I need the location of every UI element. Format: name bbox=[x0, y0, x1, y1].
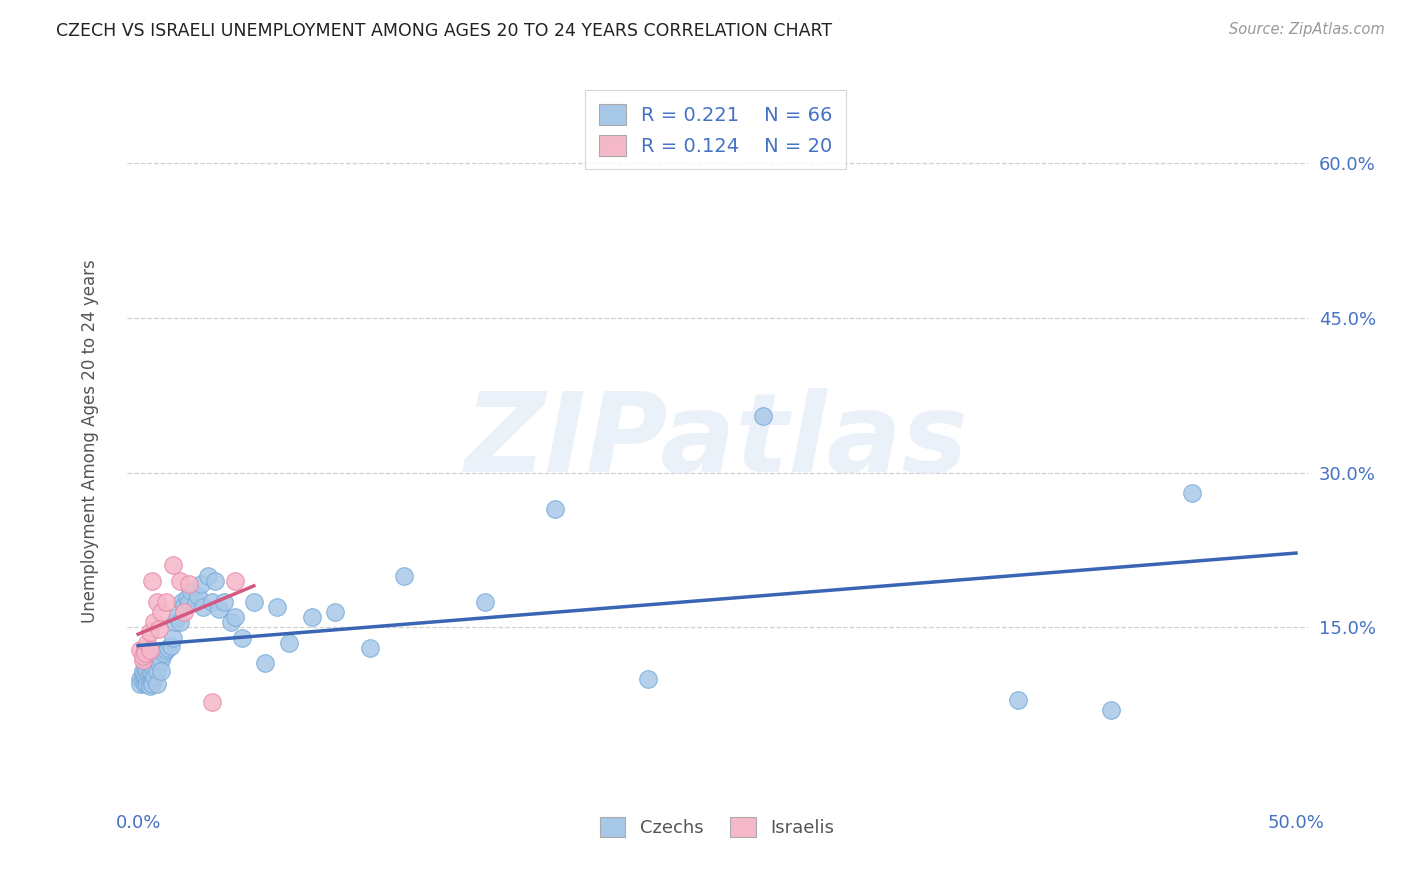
Point bbox=[1099, 703, 1122, 717]
Point bbox=[323, 605, 346, 619]
Point bbox=[176, 591, 198, 606]
Point bbox=[132, 666, 155, 681]
Point bbox=[224, 610, 246, 624]
Point bbox=[180, 584, 202, 599]
Point bbox=[184, 594, 207, 608]
Point bbox=[138, 673, 160, 688]
Point bbox=[143, 615, 166, 630]
Point bbox=[129, 643, 152, 657]
Point bbox=[138, 643, 160, 657]
Point bbox=[173, 605, 195, 619]
Point bbox=[277, 636, 299, 650]
Point bbox=[136, 672, 159, 686]
Point bbox=[169, 574, 191, 588]
Point bbox=[129, 672, 152, 686]
Point bbox=[172, 594, 194, 608]
Point bbox=[166, 610, 188, 624]
Point bbox=[204, 574, 226, 588]
Point bbox=[138, 659, 160, 673]
Point bbox=[141, 574, 163, 588]
Point bbox=[136, 677, 159, 691]
Point bbox=[152, 646, 174, 660]
Point bbox=[208, 601, 231, 615]
Point bbox=[169, 615, 191, 630]
Point bbox=[394, 568, 416, 582]
Point bbox=[637, 672, 659, 686]
Point bbox=[301, 610, 323, 624]
Point bbox=[136, 636, 159, 650]
Point bbox=[752, 409, 775, 423]
Point bbox=[150, 653, 173, 667]
Point bbox=[155, 643, 177, 657]
Point bbox=[150, 605, 173, 619]
Point bbox=[141, 666, 163, 681]
Point bbox=[134, 640, 156, 655]
Point bbox=[197, 568, 219, 582]
Point bbox=[132, 673, 155, 688]
Point bbox=[173, 598, 195, 612]
Point bbox=[148, 623, 170, 637]
Text: ZIPatlas: ZIPatlas bbox=[465, 388, 969, 495]
Point bbox=[243, 594, 266, 608]
Point bbox=[134, 670, 156, 684]
Point bbox=[148, 657, 170, 671]
Point bbox=[150, 664, 173, 678]
Point bbox=[134, 662, 156, 676]
Point bbox=[145, 664, 167, 678]
Point bbox=[134, 677, 156, 691]
Point bbox=[187, 590, 209, 604]
Point bbox=[138, 679, 160, 693]
Point bbox=[155, 594, 177, 608]
Point bbox=[266, 599, 288, 614]
Point bbox=[201, 594, 224, 608]
Point bbox=[141, 677, 163, 691]
Point bbox=[1181, 486, 1204, 500]
Point bbox=[134, 672, 156, 686]
Point bbox=[159, 639, 181, 653]
Point bbox=[212, 594, 235, 608]
Point bbox=[359, 640, 381, 655]
Text: Source: ZipAtlas.com: Source: ZipAtlas.com bbox=[1229, 22, 1385, 37]
Y-axis label: Unemployment Among Ages 20 to 24 years: Unemployment Among Ages 20 to 24 years bbox=[80, 260, 98, 624]
Point bbox=[145, 677, 167, 691]
Point bbox=[138, 666, 160, 681]
Point bbox=[474, 594, 496, 608]
Point bbox=[129, 677, 152, 691]
Point bbox=[132, 664, 155, 678]
Point bbox=[145, 594, 167, 608]
Point bbox=[162, 558, 184, 573]
Point bbox=[224, 574, 246, 588]
Point bbox=[177, 577, 200, 591]
Point bbox=[201, 695, 224, 709]
Point bbox=[132, 649, 155, 664]
Point bbox=[143, 662, 166, 676]
Point bbox=[141, 672, 163, 686]
Point bbox=[219, 615, 242, 630]
Point bbox=[143, 670, 166, 684]
Point bbox=[157, 640, 180, 655]
Point bbox=[177, 594, 200, 608]
Point bbox=[162, 631, 184, 645]
Point bbox=[190, 577, 212, 591]
Legend: Czechs, Israelis: Czechs, Israelis bbox=[589, 806, 845, 848]
Point bbox=[191, 599, 214, 614]
Point bbox=[136, 664, 159, 678]
Point bbox=[165, 615, 187, 630]
Point bbox=[138, 625, 160, 640]
Point bbox=[132, 653, 155, 667]
Point bbox=[134, 646, 156, 660]
Point bbox=[254, 657, 277, 671]
Point bbox=[1007, 692, 1029, 706]
Point bbox=[544, 501, 567, 516]
Point bbox=[231, 631, 253, 645]
Text: CZECH VS ISRAELI UNEMPLOYMENT AMONG AGES 20 TO 24 YEARS CORRELATION CHART: CZECH VS ISRAELI UNEMPLOYMENT AMONG AGES… bbox=[56, 22, 832, 40]
